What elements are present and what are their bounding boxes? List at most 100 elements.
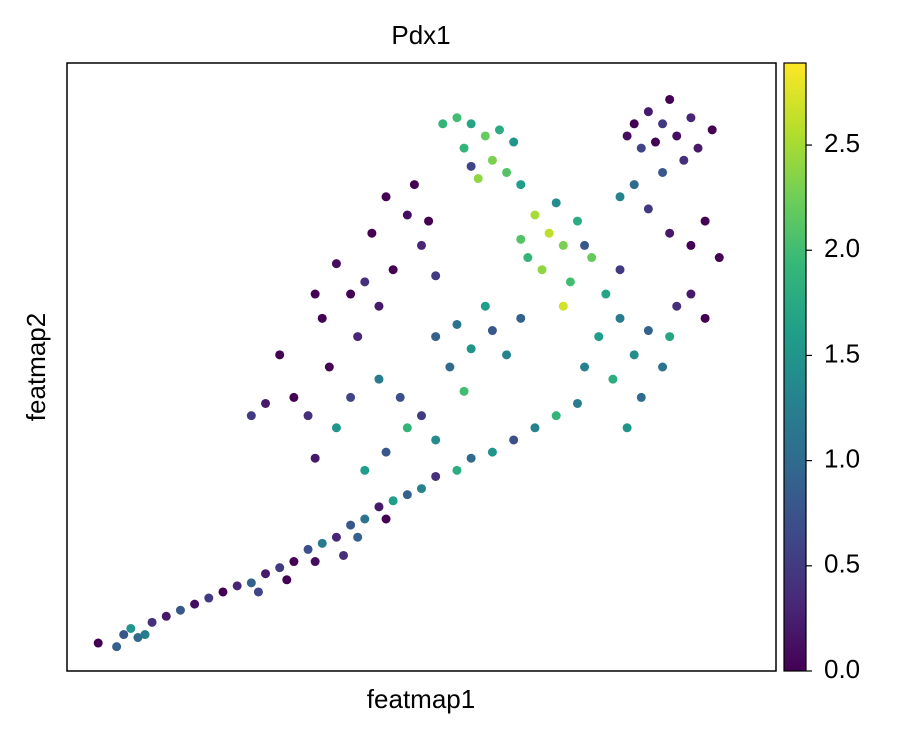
point (303, 544, 313, 554)
point (367, 228, 377, 238)
point (658, 167, 668, 177)
point (580, 240, 590, 250)
point (622, 423, 632, 433)
point (402, 423, 412, 433)
chart-title: Pdx1 (391, 20, 450, 50)
point (516, 313, 526, 323)
point (572, 216, 582, 226)
point (232, 581, 242, 591)
point (417, 411, 426, 421)
point (558, 240, 568, 250)
point (594, 332, 604, 342)
point (317, 313, 327, 323)
point (452, 319, 462, 329)
point (452, 113, 462, 123)
point (608, 374, 618, 384)
point (133, 633, 143, 643)
point (665, 228, 675, 238)
point (381, 447, 391, 457)
point (119, 630, 129, 640)
point (402, 490, 412, 500)
point (523, 253, 533, 263)
point (381, 192, 391, 202)
point (487, 326, 497, 336)
point (459, 386, 469, 396)
point (487, 447, 497, 457)
point (381, 514, 391, 524)
point (636, 143, 646, 153)
point (253, 587, 263, 597)
point (466, 119, 476, 129)
point (93, 638, 103, 648)
point (424, 216, 434, 226)
point (275, 563, 285, 573)
point (516, 234, 526, 244)
point (360, 514, 370, 524)
plot-frame (66, 62, 777, 672)
point (431, 271, 441, 281)
point (190, 599, 200, 609)
point (615, 265, 625, 275)
point (509, 137, 519, 147)
point (417, 484, 426, 494)
point (551, 198, 561, 208)
point (466, 344, 476, 354)
point (672, 131, 682, 141)
point (310, 453, 320, 463)
point (388, 496, 398, 506)
point (331, 423, 341, 433)
point (509, 435, 519, 445)
point (339, 550, 349, 560)
point (473, 174, 483, 184)
point (445, 362, 455, 372)
y-axis-label: featmap2 (21, 313, 51, 421)
point (615, 313, 625, 323)
point (629, 350, 639, 360)
point (246, 578, 256, 588)
point (466, 161, 476, 171)
point (112, 642, 122, 652)
point (530, 210, 540, 220)
point (374, 301, 384, 311)
point (303, 411, 313, 421)
point (487, 155, 497, 165)
point (147, 617, 157, 627)
point (551, 411, 561, 421)
point (516, 180, 526, 190)
point (700, 216, 710, 226)
point (686, 289, 696, 299)
point (310, 557, 320, 567)
colorbar (783, 62, 807, 672)
point (353, 332, 363, 342)
point (431, 332, 441, 342)
point (601, 289, 611, 299)
point (665, 332, 675, 342)
point (317, 538, 327, 548)
point (431, 471, 441, 481)
colorbar-tick-label: 1.0 (824, 443, 860, 473)
point (346, 289, 356, 299)
point (502, 350, 512, 360)
colorbar-tick-label: 2.5 (824, 128, 860, 158)
point (643, 326, 653, 336)
point (218, 587, 228, 597)
point (658, 119, 668, 129)
point (175, 605, 185, 615)
point (502, 167, 512, 177)
point (643, 107, 653, 117)
point (658, 362, 668, 372)
point (360, 277, 370, 287)
point (353, 532, 363, 542)
point (615, 192, 625, 202)
point (643, 204, 653, 214)
point (452, 465, 462, 475)
point (530, 423, 540, 433)
point (261, 569, 271, 579)
point (331, 259, 341, 269)
point (275, 350, 285, 360)
point (466, 453, 476, 463)
colorbar-tick-label: 0.5 (824, 549, 860, 579)
point (700, 313, 710, 323)
colorbar-tick-label: 2.0 (824, 233, 860, 263)
